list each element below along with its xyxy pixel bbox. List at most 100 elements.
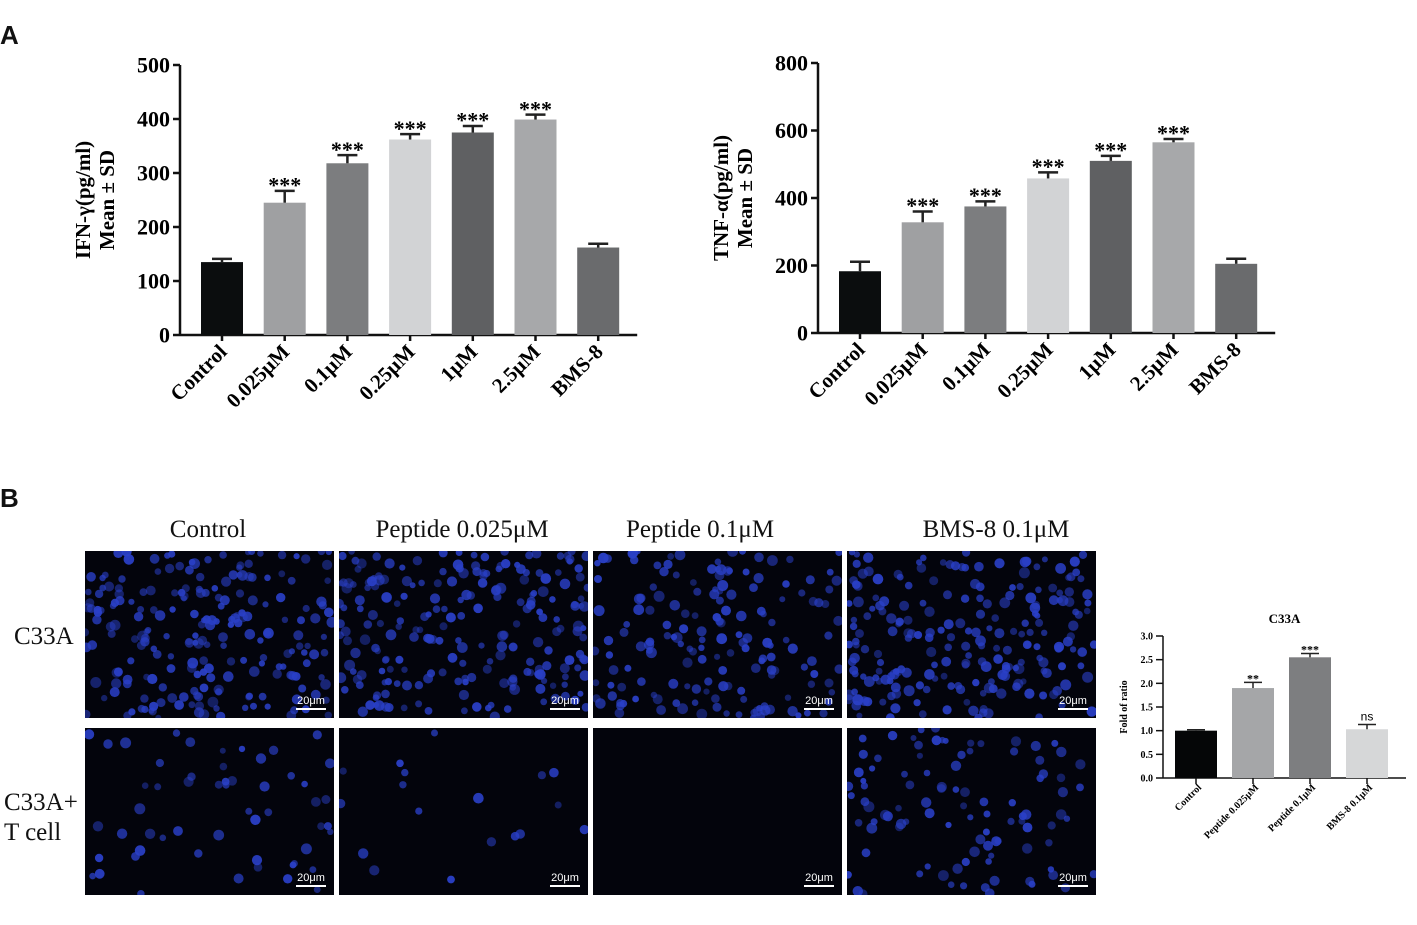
nucleus	[784, 694, 792, 701]
chart-2: 0.0 0.5 1.0 1.5 2.0 2.5 3.0 Fold of ratio C33A Co…	[1119, 611, 1406, 841]
nucleus	[426, 669, 436, 678]
nucleus	[324, 711, 332, 718]
nucleus	[782, 636, 790, 644]
nucleus	[704, 677, 713, 686]
scale-bar-label: 20μm	[805, 695, 833, 707]
nucleus	[607, 681, 615, 689]
nucleus	[916, 563, 927, 573]
nucleus	[276, 592, 286, 603]
nucleus	[690, 579, 697, 586]
nucleus	[663, 632, 672, 640]
nucleus	[635, 641, 646, 652]
nucleus	[767, 555, 778, 566]
nucleus	[650, 691, 658, 699]
nucleus	[137, 704, 146, 713]
nucleus	[324, 607, 334, 618]
category-label: Peptide 0.1μM	[1266, 782, 1318, 834]
nucleus	[1022, 640, 1032, 649]
nucleus	[630, 555, 639, 565]
nucleus	[219, 747, 226, 754]
nucleus	[372, 552, 381, 561]
nucleus	[131, 635, 139, 643]
nucleus	[177, 588, 186, 597]
nucleus	[989, 875, 1000, 886]
nucleus	[903, 628, 914, 638]
nucleus	[581, 703, 588, 712]
micrograph: 20μm	[847, 728, 1096, 895]
nucleus	[579, 633, 588, 642]
nucleus	[966, 747, 974, 755]
nucleus	[577, 690, 584, 697]
bar	[263, 202, 306, 335]
nucleus	[847, 781, 854, 791]
nucleus	[1048, 870, 1059, 880]
nucleus	[195, 585, 203, 593]
nucleus	[852, 559, 861, 568]
bar	[901, 222, 944, 333]
nucleus	[321, 795, 331, 804]
significance-label: ***	[969, 183, 1002, 208]
nucleus	[418, 579, 425, 587]
nucleus	[886, 677, 894, 685]
nucleus	[213, 705, 220, 712]
nucleus	[1078, 551, 1088, 559]
nucleus	[446, 576, 458, 587]
nucleus	[339, 578, 348, 587]
scale-bar-line	[804, 708, 834, 710]
nucleus	[192, 691, 202, 700]
nucleus	[1041, 556, 1048, 563]
category-label: 0.025μM	[859, 337, 932, 410]
bar	[1089, 160, 1132, 333]
nucleus	[947, 682, 955, 690]
nucleus	[121, 551, 132, 557]
nucleus	[461, 707, 468, 715]
nucleus	[950, 561, 961, 571]
nucleus	[1012, 664, 1019, 672]
nucleus	[293, 553, 300, 560]
nucleus	[672, 571, 680, 579]
nucleus	[445, 612, 456, 623]
nucleus	[847, 600, 853, 607]
scale-bar: 20μm	[550, 872, 580, 887]
nucleus	[233, 873, 244, 884]
nucleus	[1089, 640, 1096, 649]
category-label: BMS-8	[1184, 338, 1246, 400]
nucleus	[194, 849, 203, 858]
scale-bar-label: 20μm	[551, 695, 579, 707]
nucleus	[94, 589, 104, 599]
category-label: Control	[1173, 782, 1204, 813]
nucleus	[847, 640, 853, 649]
nucleus	[1060, 679, 1072, 691]
nucleus	[264, 574, 271, 582]
nucleus	[477, 578, 488, 588]
nucleus	[174, 700, 184, 710]
nucleus	[742, 568, 750, 576]
nucleus	[137, 630, 149, 642]
nucleus	[259, 781, 270, 792]
micrograph-nuclei	[593, 551, 842, 718]
nucleus	[459, 659, 467, 667]
significance-label: **	[1247, 672, 1259, 686]
nucleus	[931, 728, 940, 733]
nucleus	[137, 606, 145, 613]
nucleus	[847, 792, 855, 800]
nucleus	[670, 633, 678, 641]
nucleus	[960, 882, 968, 890]
nucleus	[99, 584, 107, 592]
nucleus	[943, 590, 952, 600]
nucleus	[179, 591, 189, 601]
nucleus	[185, 737, 196, 747]
nucleus	[221, 576, 232, 587]
nucleus	[937, 626, 945, 634]
nucleus	[939, 559, 947, 566]
nucleus	[350, 647, 361, 659]
nucleus	[211, 585, 219, 592]
category-label: BMS-8	[546, 340, 608, 402]
nucleus	[886, 613, 897, 624]
nucleus	[696, 708, 708, 718]
nucleus	[1017, 658, 1025, 666]
nucleus	[899, 600, 910, 611]
nucleus	[409, 632, 419, 642]
nucleus	[554, 801, 562, 809]
nucleus	[800, 663, 808, 671]
